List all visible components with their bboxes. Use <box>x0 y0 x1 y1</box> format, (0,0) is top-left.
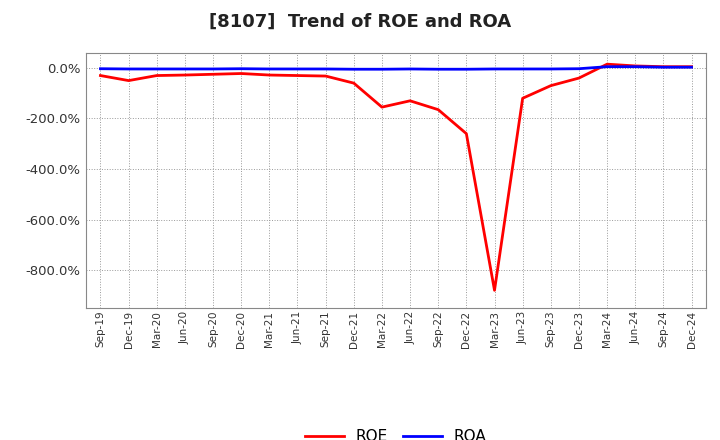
ROE <box>406 98 415 103</box>
ROE <box>181 73 189 78</box>
ROA <box>659 65 667 70</box>
ROA <box>181 66 189 72</box>
ROA <box>237 66 246 71</box>
ROA <box>293 66 302 72</box>
ROA <box>209 66 217 72</box>
Text: [8107]  Trend of ROE and ROA: [8107] Trend of ROE and ROA <box>209 13 511 31</box>
ROE <box>687 64 696 70</box>
ROA <box>631 64 639 70</box>
ROE <box>237 71 246 76</box>
ROE <box>518 95 527 101</box>
ROA <box>603 64 611 70</box>
ROE <box>153 73 161 78</box>
ROA <box>265 66 274 72</box>
ROA <box>434 66 443 72</box>
ROA <box>153 66 161 72</box>
ROE <box>631 63 639 69</box>
ROA <box>125 66 133 72</box>
ROA <box>462 66 471 72</box>
ROA <box>687 65 696 70</box>
ROE <box>462 131 471 136</box>
ROA <box>490 66 499 72</box>
ROE <box>490 288 499 293</box>
Line: ROE: ROE <box>101 64 691 290</box>
ROE <box>434 107 443 112</box>
ROA <box>377 66 386 72</box>
ROA <box>406 66 415 72</box>
ROA <box>546 66 555 72</box>
ROA <box>321 66 330 72</box>
ROE <box>125 78 133 83</box>
ROE <box>349 81 358 86</box>
ROE <box>546 83 555 88</box>
Legend: ROE, ROA: ROE, ROA <box>300 423 492 440</box>
ROE <box>603 62 611 67</box>
Line: ROA: ROA <box>101 67 691 69</box>
ROA <box>518 66 527 72</box>
ROA <box>349 66 358 72</box>
ROE <box>96 73 105 78</box>
ROE <box>209 72 217 77</box>
ROE <box>321 73 330 79</box>
ROE <box>575 75 583 81</box>
ROE <box>659 64 667 70</box>
ROE <box>265 73 274 78</box>
ROE <box>377 104 386 110</box>
ROE <box>293 73 302 78</box>
ROA <box>96 66 105 71</box>
ROA <box>575 66 583 71</box>
